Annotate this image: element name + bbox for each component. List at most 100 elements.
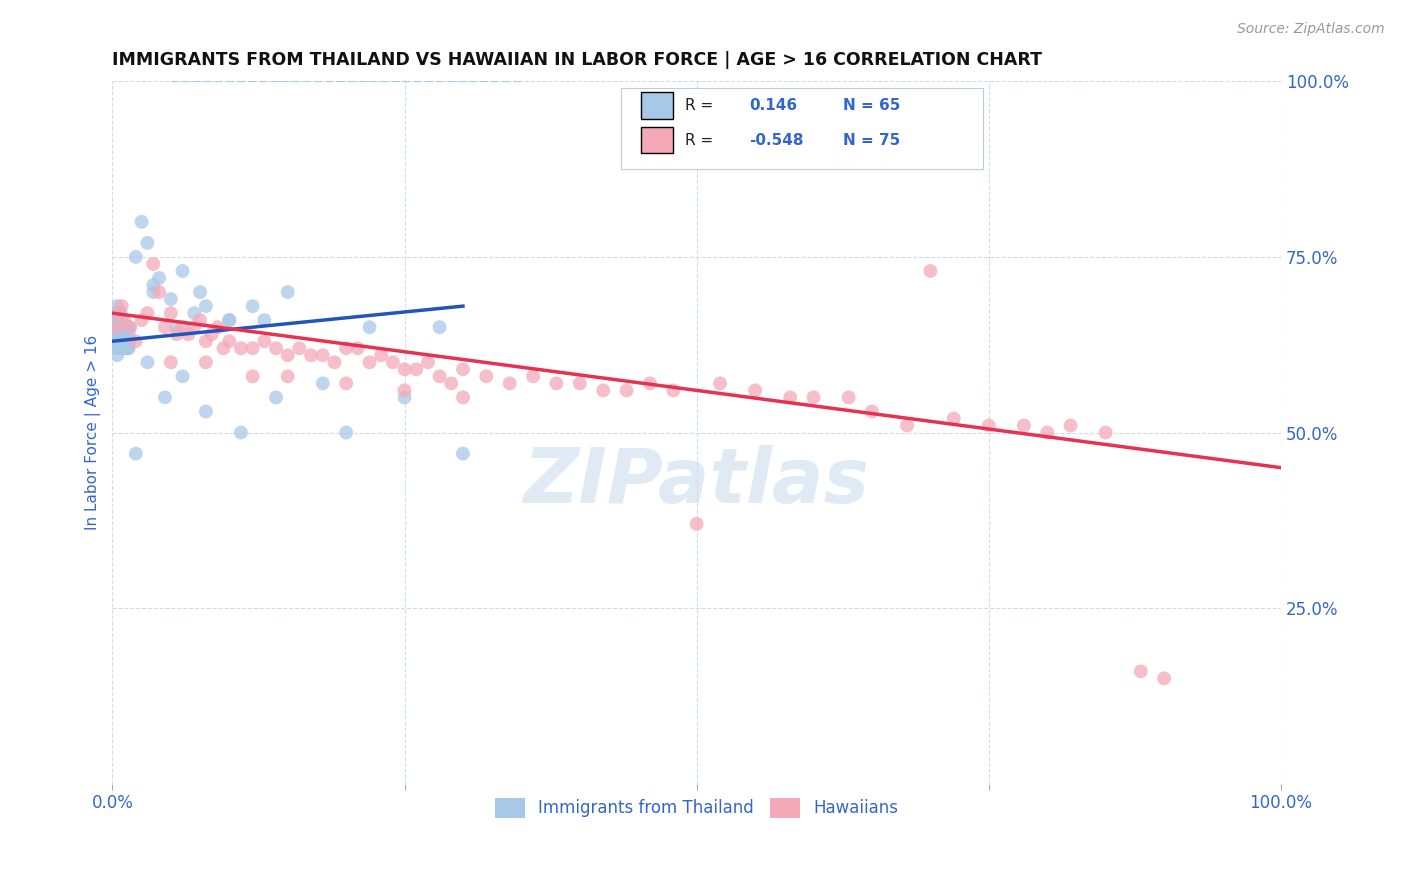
Text: 0.146: 0.146 bbox=[749, 98, 797, 113]
Point bbox=[172, 320, 194, 334]
Point bbox=[212, 341, 235, 355]
Point bbox=[299, 348, 322, 362]
FancyBboxPatch shape bbox=[641, 127, 673, 153]
Point bbox=[838, 391, 860, 405]
Point bbox=[108, 320, 131, 334]
Point bbox=[394, 384, 416, 398]
Point bbox=[1129, 665, 1152, 679]
Point bbox=[312, 348, 335, 362]
Point bbox=[359, 355, 381, 369]
Point bbox=[160, 355, 183, 369]
Point bbox=[177, 327, 200, 342]
Point bbox=[188, 313, 211, 327]
Text: Source: ZipAtlas.com: Source: ZipAtlas.com bbox=[1237, 22, 1385, 37]
FancyBboxPatch shape bbox=[620, 88, 983, 169]
Point bbox=[117, 341, 139, 355]
Point bbox=[125, 334, 148, 349]
Point bbox=[416, 355, 439, 369]
Point bbox=[112, 320, 135, 334]
Point bbox=[288, 341, 311, 355]
Point bbox=[546, 376, 568, 391]
Point bbox=[1012, 418, 1035, 433]
Point bbox=[779, 391, 801, 405]
Point bbox=[111, 327, 134, 342]
Point bbox=[451, 391, 474, 405]
Point bbox=[107, 327, 129, 342]
Point bbox=[148, 285, 170, 299]
Point bbox=[218, 313, 240, 327]
Point bbox=[183, 306, 205, 320]
Text: R =: R = bbox=[685, 133, 713, 148]
Point bbox=[201, 327, 224, 342]
Point bbox=[896, 418, 918, 433]
Text: IMMIGRANTS FROM THAILAND VS HAWAIIAN IN LABOR FORCE | AGE > 16 CORRELATION CHART: IMMIGRANTS FROM THAILAND VS HAWAIIAN IN … bbox=[112, 51, 1042, 69]
Point bbox=[253, 313, 276, 327]
Text: N = 65: N = 65 bbox=[842, 98, 900, 113]
Point bbox=[370, 348, 392, 362]
Point bbox=[242, 299, 264, 313]
Point bbox=[451, 447, 474, 461]
Point bbox=[194, 334, 217, 349]
Point bbox=[1094, 425, 1116, 440]
Point bbox=[183, 320, 205, 334]
Point bbox=[105, 320, 128, 334]
Point bbox=[136, 235, 159, 250]
Point bbox=[104, 320, 127, 334]
Point bbox=[499, 376, 522, 391]
Point bbox=[117, 320, 139, 334]
Point bbox=[638, 376, 661, 391]
Point bbox=[229, 341, 252, 355]
Point bbox=[394, 391, 416, 405]
Point bbox=[172, 369, 194, 384]
Point bbox=[118, 320, 141, 334]
Point bbox=[335, 341, 357, 355]
Point bbox=[108, 334, 131, 349]
Point bbox=[104, 334, 127, 349]
Point bbox=[118, 327, 141, 342]
Point bbox=[125, 250, 148, 264]
Point bbox=[475, 369, 498, 384]
Point bbox=[110, 306, 132, 320]
Point bbox=[686, 516, 709, 531]
Point bbox=[744, 384, 766, 398]
Point bbox=[105, 348, 128, 362]
Point bbox=[253, 334, 276, 349]
Point bbox=[111, 341, 134, 355]
Point bbox=[118, 341, 141, 355]
Point bbox=[148, 271, 170, 285]
Point bbox=[381, 355, 404, 369]
Point bbox=[111, 299, 134, 313]
Point bbox=[335, 376, 357, 391]
Point bbox=[522, 369, 544, 384]
Point bbox=[920, 264, 942, 278]
Point bbox=[111, 334, 134, 349]
Point bbox=[194, 299, 217, 313]
Point bbox=[264, 391, 287, 405]
Text: ZIPatlas: ZIPatlas bbox=[523, 445, 870, 519]
Point bbox=[112, 341, 135, 355]
Point bbox=[136, 355, 159, 369]
Legend: Immigrants from Thailand, Hawaiians: Immigrants from Thailand, Hawaiians bbox=[488, 791, 905, 824]
Point bbox=[346, 341, 368, 355]
Point bbox=[105, 299, 128, 313]
Point bbox=[107, 341, 129, 355]
Point bbox=[568, 376, 591, 391]
Point bbox=[166, 320, 188, 334]
Point bbox=[160, 292, 183, 306]
Point bbox=[104, 320, 127, 334]
Point bbox=[131, 313, 153, 327]
Point bbox=[977, 418, 1000, 433]
Point bbox=[118, 334, 141, 349]
Point bbox=[335, 425, 357, 440]
Point bbox=[803, 391, 825, 405]
Point bbox=[277, 369, 299, 384]
Point bbox=[323, 355, 346, 369]
Point bbox=[264, 341, 287, 355]
Point bbox=[277, 285, 299, 299]
Y-axis label: In Labor Force | Age > 16: In Labor Force | Age > 16 bbox=[86, 334, 101, 530]
Point bbox=[104, 313, 127, 327]
Point bbox=[662, 384, 685, 398]
Point bbox=[104, 306, 127, 320]
Point bbox=[115, 320, 138, 334]
Point bbox=[359, 320, 381, 334]
